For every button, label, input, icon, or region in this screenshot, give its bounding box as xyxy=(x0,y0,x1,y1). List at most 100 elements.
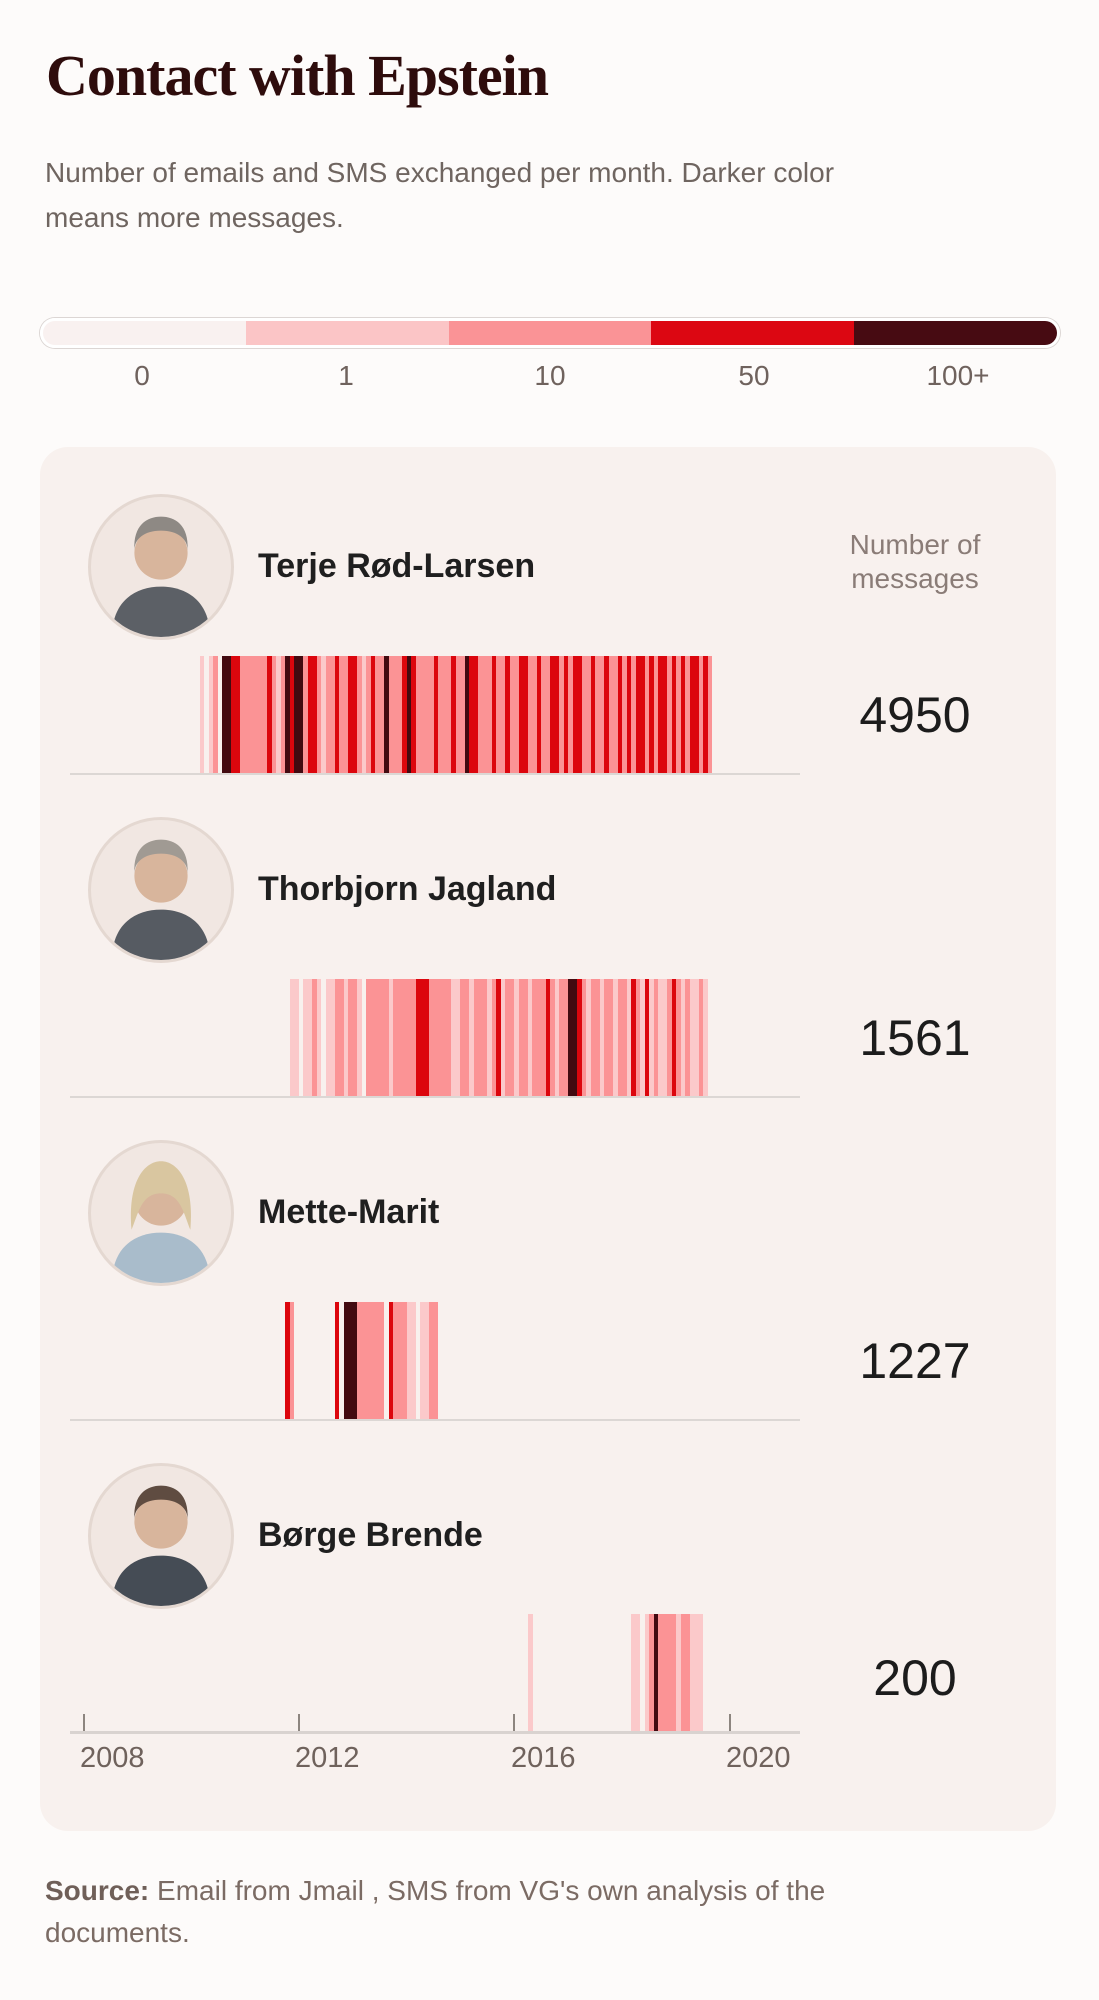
month-stripe xyxy=(640,656,645,773)
month-stripe xyxy=(446,656,452,773)
person-name: Terje Rød-Larsen xyxy=(258,547,536,585)
x-axis-tick xyxy=(83,1714,85,1731)
legend-label-10: 10 xyxy=(534,360,566,391)
person-silhouette-icon xyxy=(112,1161,210,1283)
month-stripe xyxy=(608,656,614,773)
x-axis-tick xyxy=(513,1714,515,1731)
month-stripe xyxy=(397,979,403,1096)
person-name: Thorbjorn Jagland xyxy=(258,870,557,908)
month-stripe xyxy=(595,979,600,1096)
month-stripe xyxy=(267,656,272,773)
month-stripe xyxy=(590,979,596,1096)
month-stripe xyxy=(379,1302,385,1419)
month-stripe xyxy=(500,656,506,773)
month-stripe xyxy=(586,979,591,1096)
month-stripe xyxy=(631,979,636,1096)
month-stripe xyxy=(473,979,479,1096)
month-stripe xyxy=(406,1302,412,1419)
month-stripe xyxy=(379,979,385,1096)
month-stripe xyxy=(411,1302,416,1419)
month-stripe xyxy=(509,979,515,1096)
month-stripe xyxy=(393,1302,398,1419)
month-stripe xyxy=(518,656,524,773)
month-stripe xyxy=(388,979,394,1096)
month-stripe xyxy=(626,656,632,773)
source-text: Email from Jmail , SMS from VG's own ana… xyxy=(45,1875,826,1948)
month-stripe xyxy=(559,656,564,773)
month-stripe xyxy=(415,656,421,773)
month-stripe xyxy=(384,656,389,773)
month-stripe xyxy=(446,979,452,1096)
month-stripe xyxy=(653,656,659,773)
x-axis-label-2016: 2016 xyxy=(511,1742,576,1774)
month-stripe xyxy=(532,979,537,1096)
month-stripe xyxy=(536,656,542,773)
month-stripe xyxy=(554,979,560,1096)
row-separator xyxy=(70,1419,800,1421)
month-stripe xyxy=(271,656,277,773)
month-stripe xyxy=(541,656,546,773)
month-stripe xyxy=(370,656,376,773)
month-stripe xyxy=(563,656,569,773)
color-scale-labels: 0 1 10 50 100+ xyxy=(40,360,1060,392)
month-stripe xyxy=(536,979,542,1096)
month-stripe xyxy=(658,979,663,1096)
month-stripe xyxy=(662,1614,668,1731)
month-stripe xyxy=(604,979,609,1096)
month-stripe xyxy=(487,656,493,773)
month-stripe xyxy=(312,656,317,773)
month-stripe xyxy=(406,979,412,1096)
month-stripe xyxy=(559,979,564,1096)
month-stripe xyxy=(545,979,551,1096)
month-stripe xyxy=(420,1302,425,1419)
row-separator xyxy=(70,1096,800,1098)
month-stripe xyxy=(550,656,555,773)
month-stripe xyxy=(644,1614,650,1731)
month-stripe xyxy=(235,656,241,773)
month-stripe xyxy=(473,656,479,773)
month-stripe xyxy=(514,656,520,773)
month-stripe xyxy=(487,979,493,1096)
month-stripe xyxy=(622,656,627,773)
month-stripe xyxy=(658,1614,663,1731)
month-stripe xyxy=(289,656,295,773)
month-stripe xyxy=(357,1302,362,1419)
month-stripe xyxy=(491,656,497,773)
month-stripe xyxy=(685,656,690,773)
month-stripe xyxy=(361,1302,367,1419)
month-stripe xyxy=(608,979,614,1096)
month-stripe xyxy=(429,1302,434,1419)
x-axis-line xyxy=(70,1731,800,1734)
month-stripe xyxy=(276,656,281,773)
month-stripe xyxy=(505,656,511,773)
month-stripe xyxy=(357,979,362,1096)
x-axis-tick xyxy=(729,1714,731,1731)
month-stripe xyxy=(370,1302,376,1419)
month-stripe xyxy=(703,656,708,773)
barcode-strip-thorbjorn xyxy=(83,979,802,1096)
month-stripe xyxy=(680,656,686,773)
color-scale-bar xyxy=(40,318,1060,348)
message-count: 1561 xyxy=(859,1010,971,1066)
month-stripe xyxy=(613,656,618,773)
month-stripe xyxy=(393,656,398,773)
month-stripe xyxy=(375,1302,380,1419)
month-stripe xyxy=(285,1302,290,1419)
month-stripe xyxy=(438,979,443,1096)
month-stripe xyxy=(667,979,672,1096)
month-stripe xyxy=(631,1614,636,1731)
month-stripe xyxy=(644,656,650,773)
month-stripe xyxy=(244,656,250,773)
month-stripe xyxy=(352,656,358,773)
month-stripe xyxy=(685,1614,690,1731)
avatar-borge-brende xyxy=(88,1463,234,1609)
month-stripe xyxy=(424,656,430,773)
month-stripe xyxy=(581,979,587,1096)
chart-subtitle: Number of emails and SMS exchanged per m… xyxy=(45,157,835,233)
month-stripe xyxy=(671,1614,677,1731)
month-stripe xyxy=(415,979,421,1096)
month-stripe xyxy=(563,979,569,1096)
month-stripe xyxy=(375,979,380,1096)
month-stripe xyxy=(640,979,645,1096)
month-stripe xyxy=(568,656,573,773)
